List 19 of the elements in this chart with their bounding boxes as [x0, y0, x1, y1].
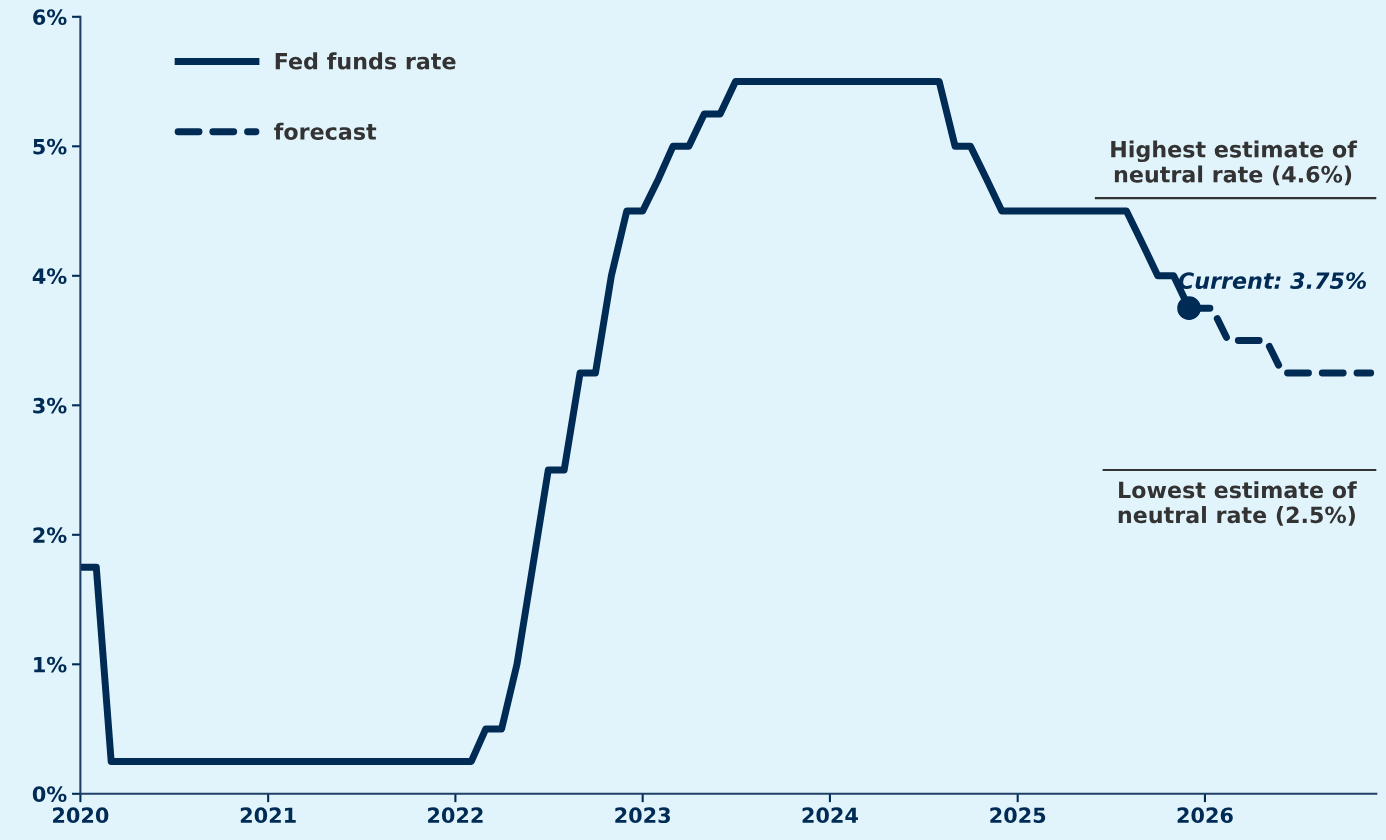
ref-line-label: Lowest estimate of neutral rate (2.5%) — [1118, 481, 1357, 526]
x-tick-label: 2022 — [428, 807, 483, 824]
legend-label: Fed funds rate — [275, 52, 456, 70]
y-tick-label: 3% — [33, 397, 67, 414]
x-tick-label: 2026 — [1177, 807, 1233, 824]
ref-line-label: Highest estimate of neutral rate (4.6%) — [1111, 140, 1358, 186]
x-tick-label: 2024 — [802, 807, 858, 824]
y-tick-label: 6% — [33, 9, 67, 26]
legend-label: forecast — [274, 122, 377, 140]
x-tick-label: 2020 — [53, 807, 109, 824]
y-tick-label: 4% — [32, 268, 67, 285]
x-tick-label: 2021 — [240, 807, 296, 824]
annotation: Current: 3.75% — [1178, 272, 1366, 290]
y-tick-label: 1% — [34, 656, 67, 673]
x-tick-label: 2023 — [615, 807, 670, 824]
y-tick-label: 0% — [32, 786, 67, 803]
y-tick-label: 5% — [33, 138, 67, 155]
x-tick-label: 2025 — [990, 807, 1046, 824]
y-tick-label: 2% — [33, 527, 67, 544]
